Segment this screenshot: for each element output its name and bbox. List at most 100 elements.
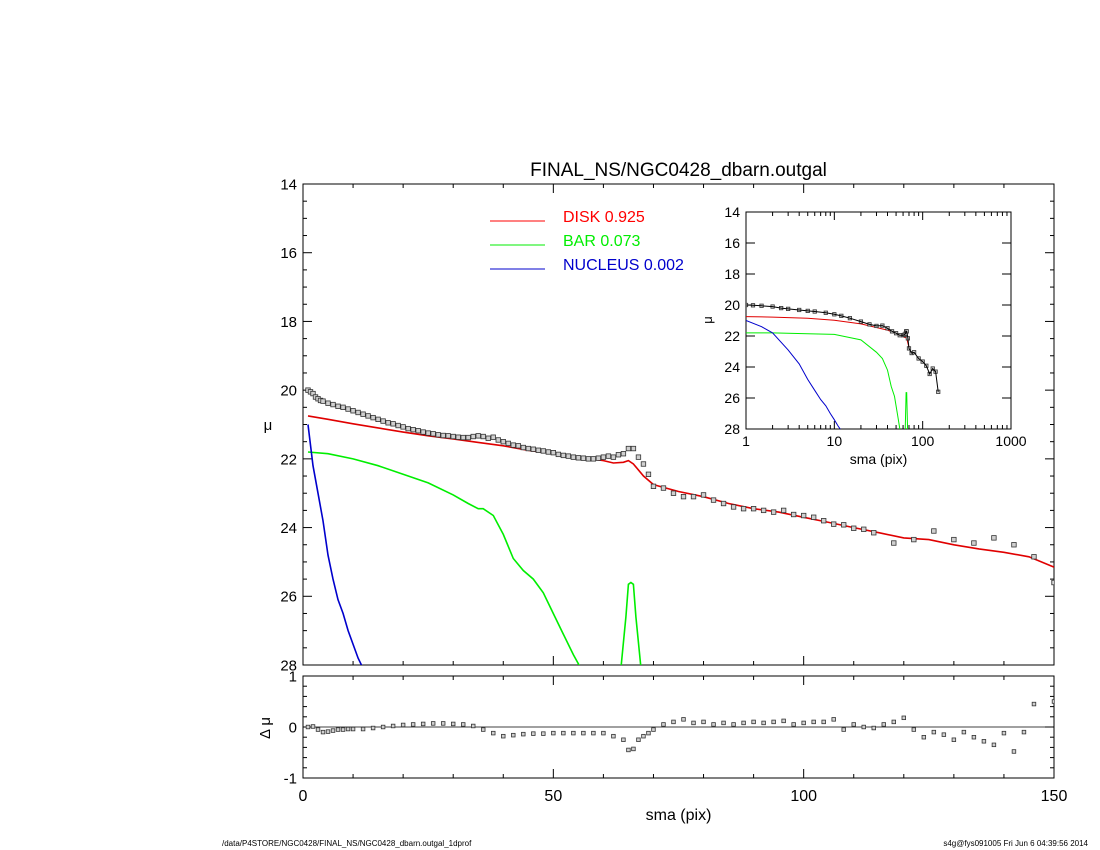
residual-point xyxy=(440,721,446,726)
residual-point xyxy=(891,719,896,725)
y-tick-label: -1 xyxy=(284,770,297,787)
y-axis-label: Δ μ xyxy=(257,717,274,739)
residual-point xyxy=(315,727,321,732)
y-axis-label: μ xyxy=(700,316,715,324)
residual-point xyxy=(430,721,436,726)
data-point xyxy=(750,506,757,512)
data-point xyxy=(400,424,406,430)
data-point xyxy=(405,425,411,432)
residual-point xyxy=(330,728,336,733)
y-tick-label: 22 xyxy=(724,328,740,344)
data-point xyxy=(640,461,647,467)
data-point xyxy=(770,509,777,515)
data-point xyxy=(1051,579,1054,586)
residual-point xyxy=(541,731,546,736)
legend-label-bar: BAR 0.073 xyxy=(563,233,640,250)
residual-point xyxy=(360,726,366,732)
residual-point xyxy=(501,733,506,739)
residual-point xyxy=(711,722,716,727)
residual-point xyxy=(691,720,696,726)
data-point xyxy=(415,428,421,434)
data-point xyxy=(390,421,396,427)
footer-file-path: /data/P4STORE/NGC0428/FINAL_NS/NGC0428_d… xyxy=(222,839,472,848)
residual-point xyxy=(345,726,351,732)
x-tick-label: 50 xyxy=(544,788,562,805)
data-point xyxy=(580,455,587,461)
data-point xyxy=(575,455,582,461)
residual-point xyxy=(941,732,947,737)
residual-point xyxy=(671,719,676,725)
data-point xyxy=(605,453,612,459)
y-tick-label: 26 xyxy=(280,589,297,606)
data-point xyxy=(345,406,351,412)
data-point xyxy=(410,427,416,433)
residual-point xyxy=(901,715,906,721)
data-point xyxy=(555,451,561,458)
residual-point xyxy=(350,726,356,732)
data-point xyxy=(505,440,511,447)
residual-point xyxy=(581,730,586,736)
data-point xyxy=(730,504,737,510)
residual-point xyxy=(400,722,406,728)
data-point xyxy=(510,442,516,448)
series-line-nucleus xyxy=(746,320,841,429)
residual-point xyxy=(751,719,756,725)
x-tick-label: 10 xyxy=(827,433,843,449)
data-point xyxy=(851,525,857,531)
residual-point xyxy=(335,727,341,732)
data-point xyxy=(495,437,501,443)
data-point xyxy=(590,456,597,462)
residual-point xyxy=(390,723,396,729)
data-point xyxy=(500,439,506,445)
data-point xyxy=(355,409,361,416)
series-line-bar xyxy=(307,451,580,665)
residual-point xyxy=(951,737,957,742)
data-point xyxy=(545,449,551,455)
residual-point xyxy=(911,727,917,732)
residual-point xyxy=(551,730,556,736)
residual-point xyxy=(851,722,856,727)
data-point xyxy=(425,430,431,436)
residual-point xyxy=(811,719,816,725)
data-point xyxy=(365,413,371,419)
data-point xyxy=(570,454,577,460)
residual-point xyxy=(531,731,536,736)
residual-point xyxy=(931,729,937,735)
data-point xyxy=(515,443,521,449)
data-point xyxy=(821,518,827,524)
residual-point xyxy=(1001,730,1007,736)
residual-point xyxy=(971,735,977,740)
data-point xyxy=(740,506,747,512)
residual-point xyxy=(461,722,466,727)
data-point xyxy=(625,445,632,452)
residual-point xyxy=(420,721,426,727)
residual-point xyxy=(305,724,311,730)
y-tick-label: 18 xyxy=(280,314,297,331)
data-point xyxy=(620,451,627,457)
data-point xyxy=(325,400,331,406)
legend-label-nucleus: NUCLEUS 0.002 xyxy=(563,257,684,274)
legend: DISK 0.925 BAR 0.073 NUCLEUS 0.002 xyxy=(490,209,684,274)
data-point xyxy=(645,471,652,477)
residual-point xyxy=(961,729,967,735)
data-point xyxy=(595,455,602,461)
data-point xyxy=(680,493,687,500)
data-point xyxy=(430,431,436,437)
legend-label-disk: DISK 0.925 xyxy=(563,209,645,226)
data-point xyxy=(861,526,867,532)
residual-point xyxy=(561,730,566,736)
data-point xyxy=(340,404,346,410)
data-point xyxy=(971,540,977,546)
data-point xyxy=(780,507,787,514)
residual-point xyxy=(641,733,646,739)
data-point xyxy=(360,411,366,417)
data-point xyxy=(335,403,341,409)
data-point xyxy=(891,540,897,546)
residual-point xyxy=(1021,729,1027,735)
residual-point xyxy=(681,717,686,722)
residual-point xyxy=(1031,701,1037,707)
data-point xyxy=(931,528,937,534)
data-point xyxy=(1031,554,1037,560)
residual-point xyxy=(841,727,846,732)
